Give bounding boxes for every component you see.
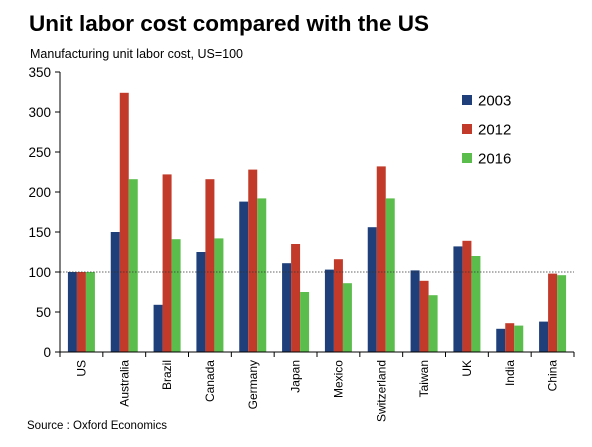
bar-germany-2003 <box>239 201 249 352</box>
y-tick-label: 150 <box>28 225 51 240</box>
bar-switzerland-2016 <box>385 198 395 352</box>
y-axis-ticks: 0 50 100 150 200 250 300 350 <box>28 65 60 360</box>
bar-taiwan-2016 <box>428 295 438 352</box>
y-tick-label: 300 <box>28 105 51 120</box>
axes-group <box>59 72 575 357</box>
y-tick-label: 250 <box>28 145 51 160</box>
category-label: Brazil <box>160 360 174 390</box>
chart-title: Unit labor cost compared with the US <box>29 11 430 36</box>
bar-canada-2003 <box>196 252 206 352</box>
category-label: Australia <box>117 360 131 407</box>
bar-us-2003 <box>67 272 77 352</box>
chart-subtitle: Manufacturing unit labor cost, US=100 <box>30 47 243 61</box>
legend: 2003 2012 2016 <box>462 93 511 168</box>
bar-canada-2012 <box>205 179 215 352</box>
bar-china-2016 <box>557 275 567 352</box>
bar-us-2016 <box>85 272 95 352</box>
category-label: US <box>74 360 88 377</box>
category-label: Switzerland <box>374 360 388 422</box>
bar-japan-2012 <box>291 244 301 352</box>
legend-swatch-2016 <box>462 153 472 163</box>
source-note: Source : Oxford Economics <box>27 420 167 432</box>
y-tick-label: 350 <box>28 65 51 80</box>
bar-australia-2016 <box>128 179 138 352</box>
bar-australia-2003 <box>110 232 120 352</box>
category-labels: US Australia Brazil Canada Germany Japan Mexic… <box>74 360 559 422</box>
legend-label-2012: 2012 <box>478 122 511 139</box>
category-label: Mexico <box>331 360 345 398</box>
y-tick-label: 200 <box>28 185 51 200</box>
bar-china-2003 <box>539 321 549 352</box>
category-label: Canada <box>203 360 217 402</box>
bars-group <box>67 92 567 353</box>
category-label: China <box>546 360 560 392</box>
legend-swatch-2003 <box>462 95 472 105</box>
bar-japan-2016 <box>300 292 310 352</box>
bar-brazil-2003 <box>153 304 163 352</box>
legend-label-2003: 2003 <box>478 93 511 110</box>
bar-china-2012 <box>548 273 558 352</box>
bar-brazil-2016 <box>171 239 181 352</box>
bar-brazil-2012 <box>162 174 172 352</box>
bar-germany-2016 <box>257 198 267 352</box>
bar-india-2012 <box>505 323 515 352</box>
bar-switzerland-2012 <box>376 166 386 352</box>
legend-swatch-2012 <box>462 124 472 134</box>
bar-mexico-2012 <box>333 259 343 352</box>
bar-taiwan-2003 <box>410 270 420 352</box>
bar-australia-2012 <box>119 92 129 353</box>
bar-canada-2016 <box>214 238 224 352</box>
bar-india-2003 <box>496 328 506 352</box>
y-tick-label: 100 <box>28 265 51 280</box>
bar-uk-2012 <box>462 240 472 352</box>
category-label: UK <box>460 360 474 377</box>
legend-label-2016: 2016 <box>478 151 511 168</box>
bar-us-2012 <box>76 272 86 352</box>
category-label: India <box>503 360 517 386</box>
bar-uk-2003 <box>453 246 463 352</box>
y-tick-label: 0 <box>43 345 51 360</box>
bar-mexico-2003 <box>324 269 334 352</box>
y-tick-label: 50 <box>36 305 51 320</box>
bar-germany-2012 <box>248 169 258 352</box>
category-label: Germany <box>246 360 260 409</box>
bar-switzerland-2003 <box>367 227 377 352</box>
bar-japan-2003 <box>282 263 292 352</box>
bar-uk-2016 <box>471 256 481 352</box>
category-label: Taiwan <box>417 360 431 397</box>
bar-taiwan-2012 <box>419 280 429 352</box>
bar-mexico-2016 <box>342 283 352 352</box>
category-label: Japan <box>289 360 303 393</box>
bar-india-2016 <box>514 325 524 352</box>
